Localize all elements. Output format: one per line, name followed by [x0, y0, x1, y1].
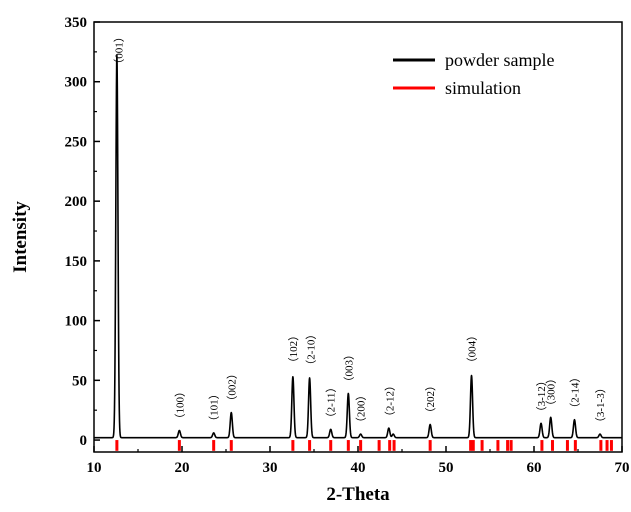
y-tick-label: 250	[65, 134, 88, 150]
peak-annotation: （100）	[173, 386, 186, 425]
x-tick-label: 70	[615, 460, 630, 476]
legend-label-simulation: simulation	[445, 78, 521, 98]
peak-annotation: （003）	[342, 349, 355, 388]
y-tick-label: 150	[65, 254, 88, 270]
x-tick-label: 60	[527, 460, 542, 476]
x-axis: 10 20 30 40 50 60 70	[87, 446, 630, 476]
peak-annotation: （202）	[424, 380, 437, 419]
peak-annotation: （002）	[225, 368, 238, 407]
y-tick-label: 100	[65, 314, 88, 330]
legend-label-powder: powder sample	[445, 50, 554, 70]
y-tick-label: 200	[65, 194, 88, 210]
legend: powder sample simulation	[393, 50, 554, 98]
peak-annotation: （3-12）	[535, 375, 548, 417]
x-tick-label: 30	[263, 460, 278, 476]
peak-annotation: （102）	[287, 330, 300, 369]
peak-annotation: （3-1-3）	[594, 382, 607, 428]
peak-annotation: （300）	[545, 373, 558, 412]
peak-annotation: （2-12）	[384, 380, 397, 422]
peak-annotation: （200）	[355, 390, 368, 429]
peak-annotation: （2-14）	[568, 372, 581, 414]
plot-area: （001） （100） （101） （002） （102） （2-10） （2-11） （00…	[93, 31, 623, 451]
y-tick-label: 50	[72, 373, 87, 389]
x-tick-label: 20	[175, 460, 190, 476]
peak-annotation: （2-10）	[304, 329, 317, 371]
x-tick-label: 40	[351, 460, 366, 476]
y-tick-label: 0	[80, 433, 88, 449]
y-axis-title: Intensity	[10, 201, 31, 273]
x-tick-label: 10	[87, 460, 102, 476]
peak-annotation: （001）	[113, 31, 126, 70]
powder-sample-line	[93, 54, 623, 439]
peak-annotation: （101）	[208, 388, 221, 427]
peak-annotation: （2-11）	[325, 382, 338, 424]
x-axis-title: 2-Theta	[326, 484, 390, 505]
y-axis: 0 50 100 150 200 250 300 350	[65, 15, 100, 449]
peak-annotation: （004）	[466, 330, 479, 369]
y-tick-label: 350	[65, 15, 88, 31]
x-tick-label: 50	[439, 460, 454, 476]
y-tick-label: 300	[65, 75, 88, 91]
